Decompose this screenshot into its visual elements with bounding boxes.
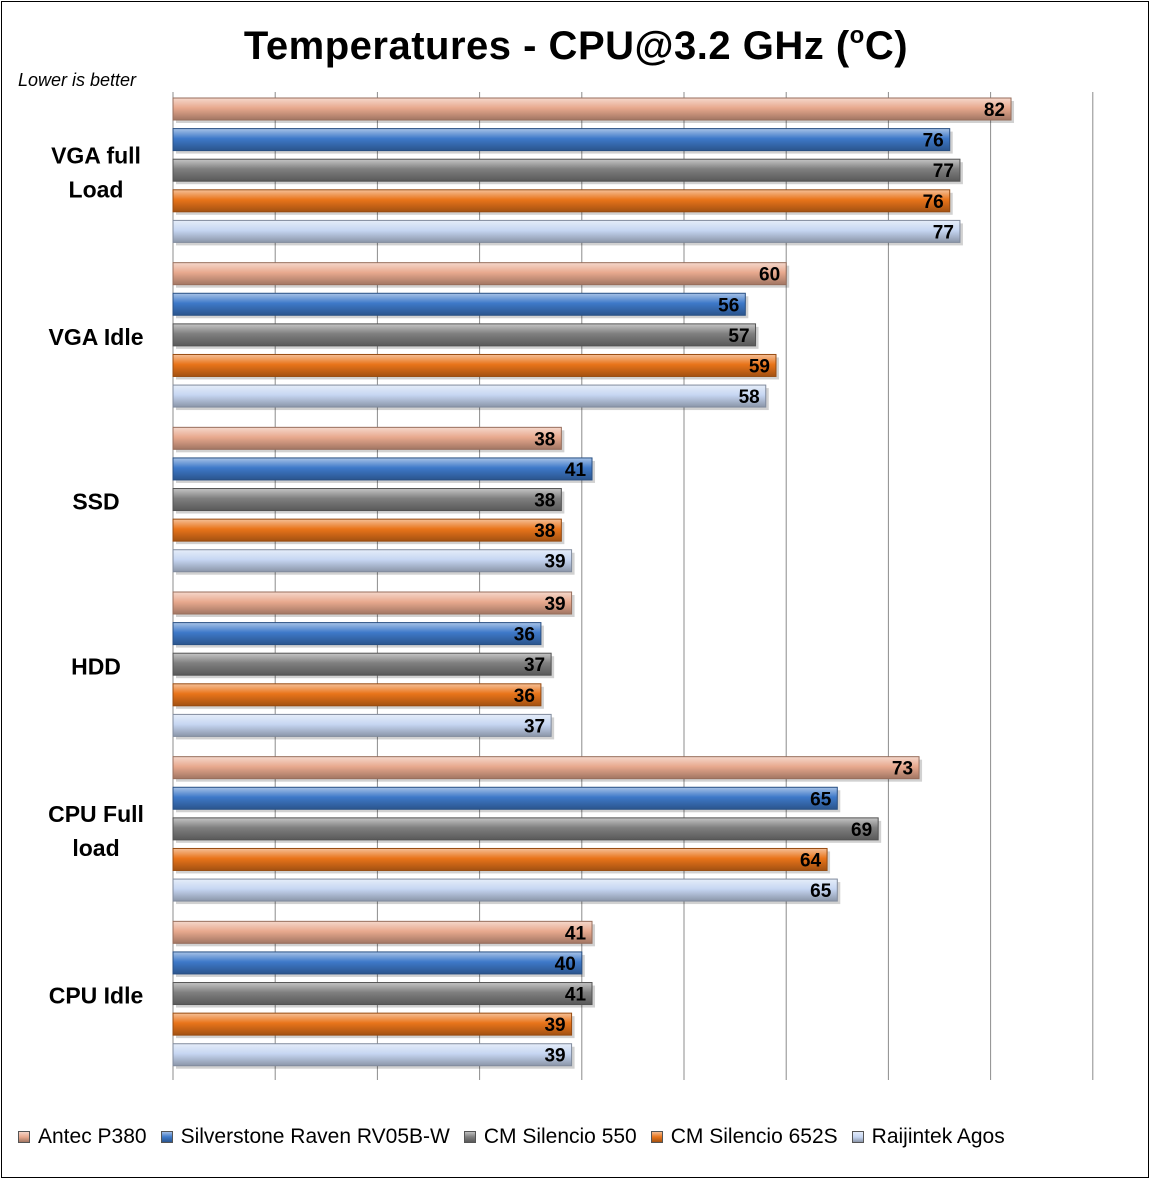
bar xyxy=(172,457,593,481)
data-label: 38 xyxy=(534,491,555,512)
category-label: VGA full Load xyxy=(51,142,141,202)
category-label: VGA Idle xyxy=(49,324,144,350)
data-label: 58 xyxy=(739,387,760,408)
bar xyxy=(172,652,552,676)
bar xyxy=(172,549,573,573)
category-label: CPU Full load xyxy=(48,801,144,861)
bar xyxy=(172,847,828,871)
bar xyxy=(172,951,583,975)
data-label: 39 xyxy=(544,1046,565,1067)
bar xyxy=(172,622,542,646)
data-label: 77 xyxy=(933,222,954,243)
chart-subtitle: Lower is better xyxy=(18,70,137,90)
bar xyxy=(172,920,593,944)
bar xyxy=(172,713,552,737)
chart-title: Temperatures - CPU@3.2 GHz (oC) xyxy=(243,22,909,68)
data-label: 76 xyxy=(923,131,944,152)
data-label: 69 xyxy=(851,820,872,841)
bar xyxy=(172,756,920,780)
data-label: 36 xyxy=(514,625,535,646)
legend-label: Silverstone Raven RV05B-W xyxy=(180,1125,450,1148)
data-label: 37 xyxy=(524,655,545,676)
bar xyxy=(172,786,838,810)
data-label: 39 xyxy=(544,1015,565,1036)
data-label: 64 xyxy=(800,850,822,871)
bar xyxy=(172,982,593,1006)
legend: Antec P380 Silverstone Raven RV05B-W CM Si… xyxy=(18,1125,1148,1149)
bar xyxy=(172,1043,573,1067)
legend-label: Raijintek Agos xyxy=(871,1125,1005,1148)
data-label: 39 xyxy=(544,552,565,573)
category-label: SSD xyxy=(72,489,119,515)
legend-swatch xyxy=(463,1131,476,1143)
bar xyxy=(172,878,838,902)
data-label: 65 xyxy=(810,881,832,902)
bar xyxy=(172,323,757,347)
bar xyxy=(172,384,767,408)
data-label: 60 xyxy=(759,265,780,286)
category-label: CPU Idle xyxy=(49,983,144,1009)
bar xyxy=(172,683,542,707)
legend-label: Antec P380 xyxy=(38,1125,147,1148)
data-label: 59 xyxy=(749,356,770,377)
data-label: 41 xyxy=(565,985,587,1006)
data-label: 76 xyxy=(923,192,944,213)
legend-swatch xyxy=(160,1131,173,1143)
gridlines xyxy=(172,92,1094,1080)
category-label: HDD xyxy=(71,653,121,679)
legend-item: CM Silencio 652S xyxy=(650,1125,838,1149)
data-label: 77 xyxy=(933,161,954,182)
bar xyxy=(172,817,879,841)
data-label: 39 xyxy=(544,594,565,615)
data-label: 57 xyxy=(728,326,749,347)
data-label: 38 xyxy=(534,521,555,542)
data-label: 36 xyxy=(514,686,535,707)
data-label: 37 xyxy=(524,716,545,737)
data-label: 41 xyxy=(565,923,587,944)
legend-item: Antec P380 xyxy=(18,1125,147,1149)
data-label: 38 xyxy=(534,429,555,450)
bar xyxy=(172,128,951,152)
data-label: 65 xyxy=(810,789,832,810)
legend-label: CM Silencio 652S xyxy=(670,1125,838,1148)
legend-item: Raijintek Agos xyxy=(851,1125,1005,1149)
legend-item: Silverstone Raven RV05B-W xyxy=(160,1125,450,1149)
bar xyxy=(172,219,961,243)
legend-swatch xyxy=(18,1131,30,1143)
bar xyxy=(172,262,787,286)
bar xyxy=(172,353,777,377)
bar xyxy=(172,591,573,615)
bar xyxy=(172,426,562,450)
data-label: 73 xyxy=(892,759,913,780)
bar xyxy=(172,488,562,512)
bar xyxy=(172,1012,573,1036)
bar xyxy=(172,518,562,542)
data-label: 40 xyxy=(555,954,576,975)
bar xyxy=(172,158,961,182)
bar xyxy=(172,189,951,213)
data-label: 41 xyxy=(565,460,587,481)
bar xyxy=(172,97,1012,121)
data-label: 56 xyxy=(718,295,739,316)
legend-swatch xyxy=(851,1131,864,1143)
legend-label: CM Silencio 550 xyxy=(483,1125,637,1148)
bar xyxy=(172,292,746,316)
legend-swatch xyxy=(650,1131,663,1143)
legend-item: CM Silencio 550 xyxy=(463,1125,637,1149)
data-label: 82 xyxy=(984,100,1005,121)
category-labels: VGA full Load VGA Idle SSD HDD CPU Full load CP… xyxy=(48,142,144,1008)
